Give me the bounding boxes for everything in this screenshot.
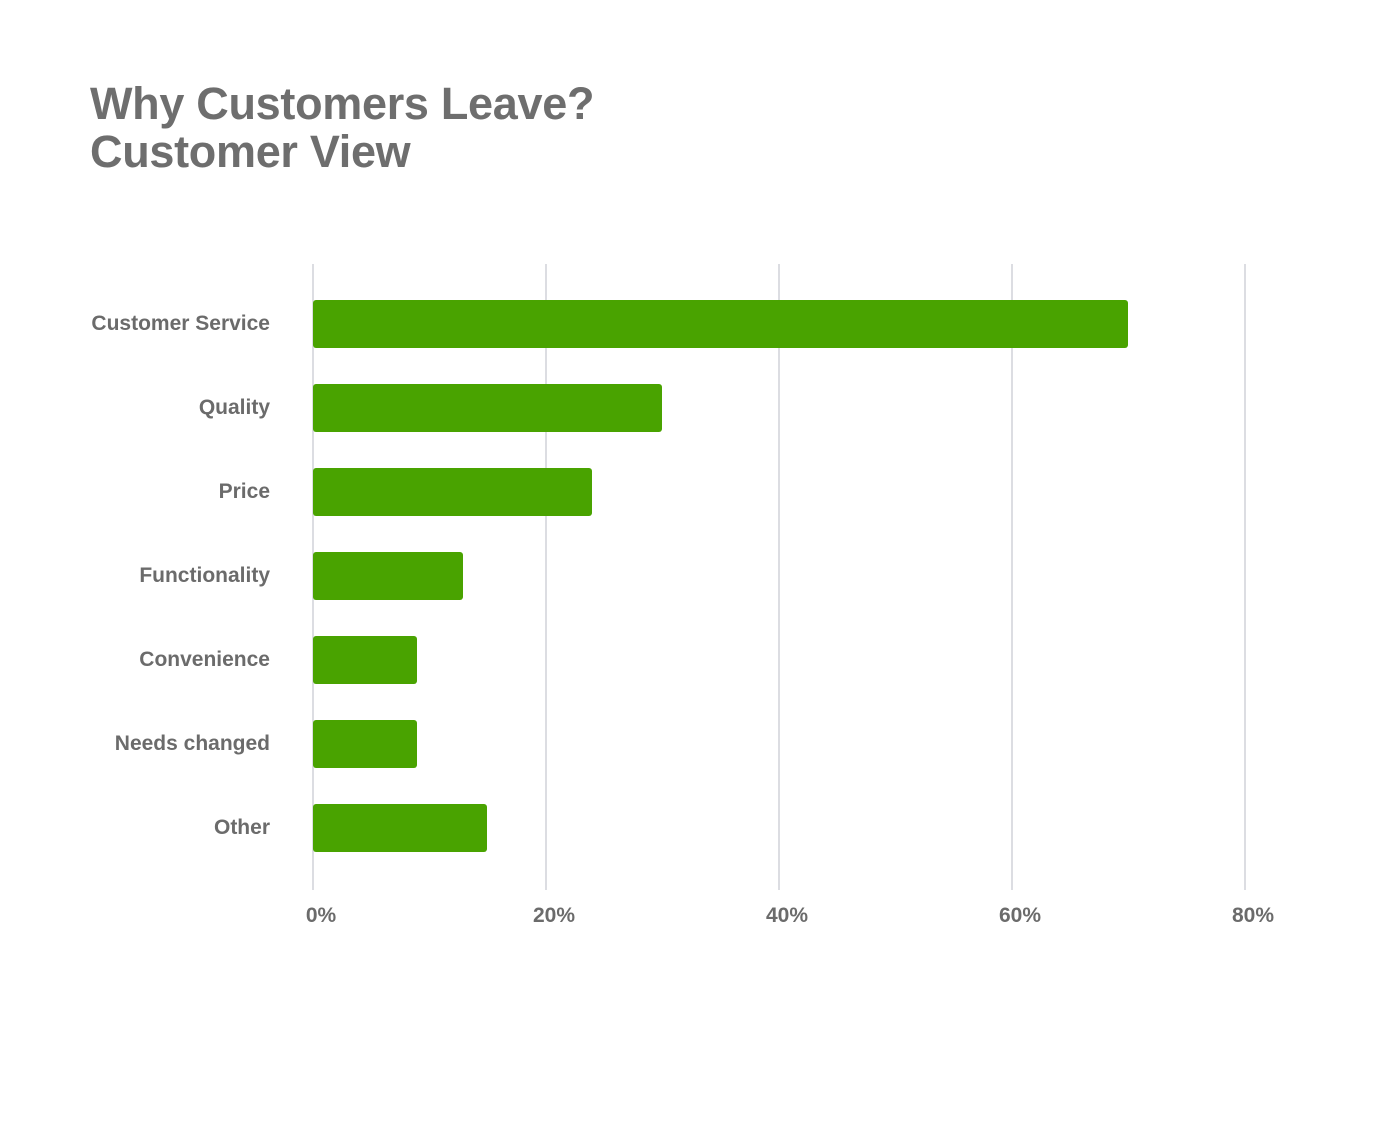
category-label: Functionality — [139, 564, 270, 587]
gridline — [545, 264, 547, 890]
chart-title-line-1: Why Customers Leave? — [90, 78, 595, 129]
bar-row: Needs changed — [0, 720, 1300, 768]
gridline — [1244, 264, 1246, 890]
bar-row: Other — [0, 804, 1300, 852]
chart-title-line-2: Customer View — [90, 126, 411, 177]
x-tick-label: 80% — [1231, 904, 1275, 927]
bar — [313, 552, 464, 600]
bar — [313, 804, 487, 852]
x-tick-label: 20% — [532, 904, 576, 927]
bar — [313, 720, 417, 768]
bar-row: Functionality — [0, 552, 1300, 600]
x-tick-label: 40% — [765, 904, 809, 927]
plot-area: Customer Service Quality Price Functionalit… — [91, 264, 1246, 890]
bar-row: Convenience — [0, 636, 1300, 684]
bar-row: Customer Service — [0, 300, 1300, 348]
gridline — [778, 264, 780, 890]
category-label: Customer Service — [91, 312, 270, 335]
gridline — [1011, 264, 1013, 890]
category-label: Price — [218, 480, 270, 503]
category-label: Convenience — [139, 648, 270, 671]
category-label: Other — [213, 816, 270, 839]
bar — [313, 636, 417, 684]
chart-title: Why Customers Leave? Customer View — [90, 80, 594, 176]
bar — [313, 384, 662, 432]
x-tick-label: 0% — [305, 904, 337, 927]
category-label: Needs changed — [114, 732, 270, 755]
bar — [313, 300, 1128, 348]
bar-row: Price — [0, 468, 1300, 516]
category-label: Quality — [198, 396, 270, 419]
x-tick-label: 60% — [998, 904, 1042, 927]
bar — [313, 468, 592, 516]
bar-row: Quality — [0, 384, 1300, 432]
